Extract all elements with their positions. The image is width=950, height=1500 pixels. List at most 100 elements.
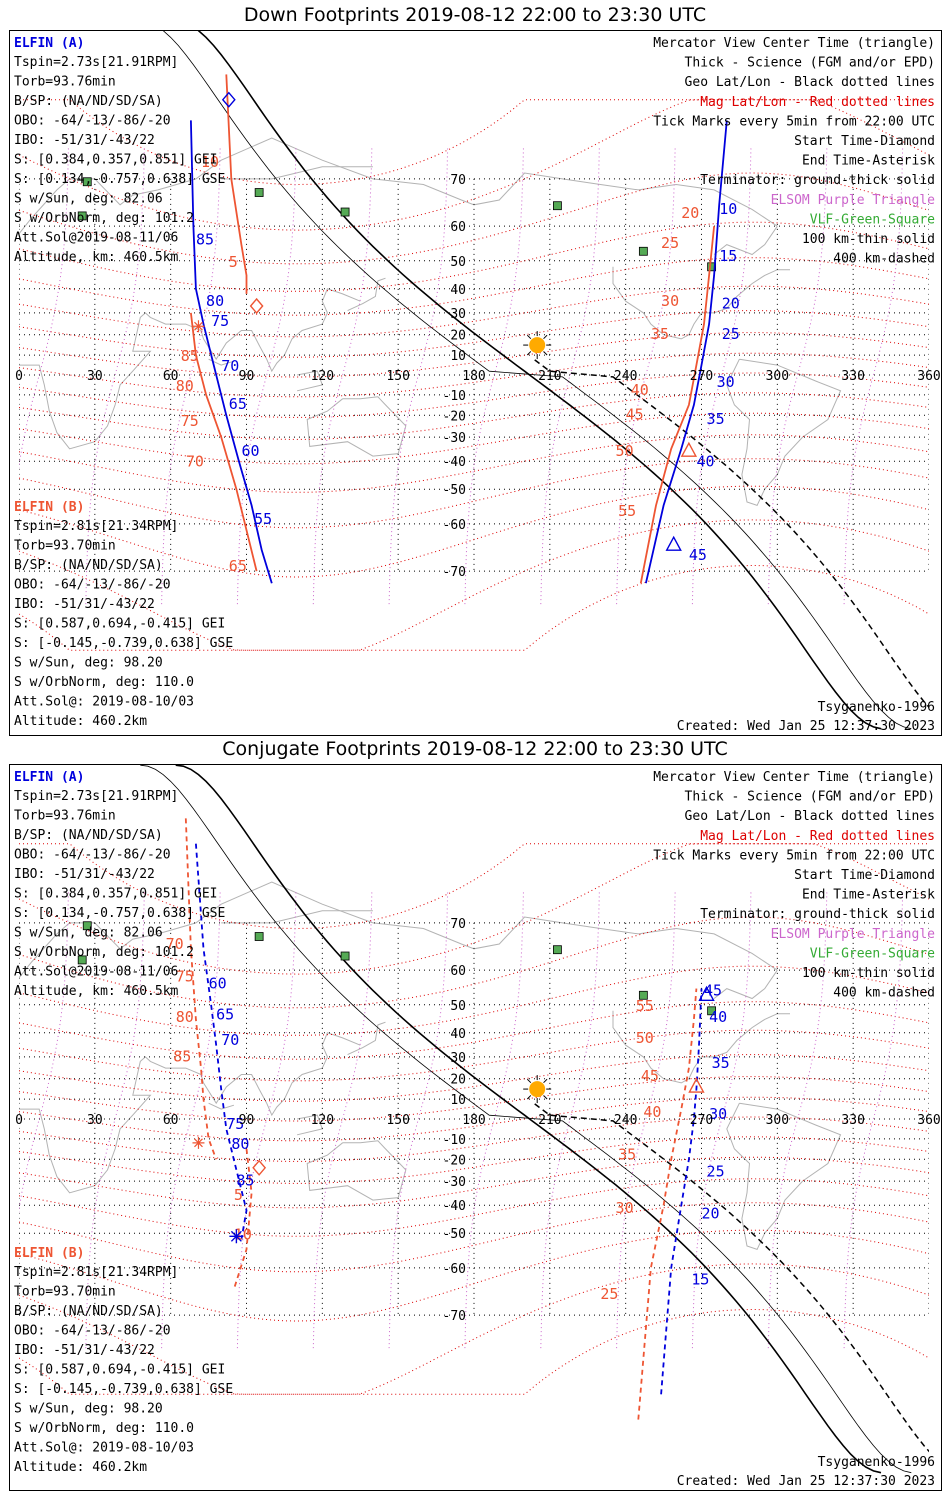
legend-entry: 400 km-dashed (833, 252, 935, 267)
vlf-station-marker (254, 932, 264, 941)
mag-latitude-line (19, 221, 929, 292)
elfin-a-tick-label: 35 (712, 1054, 730, 1072)
elfin-b-tick-label: 65 (229, 557, 247, 575)
latitude-label: -50 (443, 483, 466, 498)
legend-entry: End Time-Asterisk (802, 888, 935, 903)
latitude-label: -40 (443, 1199, 466, 1214)
legend-entry: ELSOM Purple Triangle (771, 193, 936, 208)
longitude-label: 180 (462, 369, 485, 384)
mag-longitude-line (464, 145, 524, 605)
mag-latitude-line (19, 1156, 929, 1209)
legend-entry: Mercator View Center Time (triangle) (653, 36, 935, 51)
legend-entry: Start Time-Diamond (794, 134, 935, 149)
elfin-a-track-east (660, 988, 703, 1395)
elfin-a-info-line: Tspin=2.73s[21.91RPM] (14, 789, 178, 804)
elfin-b-info-line: Torb=93.70min (14, 1285, 116, 1300)
elfin-a-info-line: OBO: -64/-13/-86/-20 (14, 114, 171, 129)
latitude-label: -70 (443, 565, 466, 580)
elfin-a-tick-label: 60 (209, 975, 227, 993)
mag-longitude-line (161, 145, 221, 605)
elfin-b-info-line: B/SP: (NA/ND/SD/SA) (14, 558, 163, 573)
elfin-b-info-line: S w/Sun, deg: 98.20 (14, 1402, 163, 1417)
mag-longitude-line (767, 145, 828, 605)
coastline (713, 225, 778, 256)
elfin-b-tick-label: 10 (201, 153, 219, 171)
mag-longitude-line (312, 889, 373, 1349)
end-asterisk-icon (192, 320, 205, 333)
elfin-a-track-east (645, 120, 728, 584)
elfin-b-tick-label: 25 (600, 1285, 618, 1303)
elfin-a-tick-label: 15 (691, 1271, 709, 1289)
legend-entry: Mag Lat/Lon - Red dotted lines (700, 95, 935, 110)
longitude-label: 90 (239, 1113, 255, 1128)
elfin-a-tick-label: 25 (707, 1163, 725, 1181)
mag-longitude-line (464, 889, 524, 1349)
mag-longitude-line (540, 889, 600, 1349)
latitude-label: 40 (450, 283, 466, 298)
sun-ray (526, 1078, 532, 1084)
sun-ray (543, 1078, 548, 1084)
created-timestamp: Created: Wed Jan 25 12:37:30 2023 (677, 1474, 935, 1489)
elfin-a-tick-label: 45 (689, 546, 707, 564)
elfin-b-tick-label: 55 (618, 502, 636, 520)
start-diamond-icon (221, 91, 236, 108)
elfin-a-info-line: B/SP: (NA/ND/SD/SA) (14, 94, 163, 109)
longitude-label: 0 (15, 1113, 23, 1128)
elfin-b-track-west (184, 818, 218, 1160)
elfin-b-track-east (639, 226, 715, 584)
elfin-b-tick-label: 40 (643, 1103, 661, 1121)
elfin-a-tick-label: 75 (211, 312, 229, 330)
longitude-label: 210 (538, 1113, 561, 1128)
longitude-label: 60 (163, 1113, 179, 1128)
vlf-station-marker (638, 990, 648, 1000)
coastline (612, 266, 790, 340)
coastline (306, 1140, 407, 1201)
map-area (19, 30, 929, 730)
latitude-label: -10 (443, 389, 466, 404)
latitude-label: 10 (450, 1093, 466, 1108)
legend-entry: Mercator View Center Time (triangle) (653, 770, 935, 785)
latitude-label: -40 (443, 455, 466, 470)
elfin-b-info-line: Tspin=2.81s[21.34RPM] (14, 519, 178, 534)
center-time-triangle-icon (680, 441, 698, 457)
latitude-label: -60 (443, 518, 466, 533)
vlf-station-marker (77, 211, 87, 221)
terminator-100km-line (161, 30, 912, 730)
elfin-b-info-line: IBO: -51/31/-43/22 (14, 1343, 155, 1358)
elfin-b-info-line: Altitude: 460.2km (14, 714, 147, 729)
latitude-label: 50 (450, 999, 466, 1014)
legend-entry: Mag Lat/Lon - Red dotted lines (700, 829, 935, 844)
longitude-label: 300 (766, 369, 789, 384)
vlf-station-marker (553, 945, 562, 955)
longitude-label: 30 (87, 1113, 103, 1128)
mag-longitude-line (767, 889, 828, 1349)
elfin-b-tick-label: 55 (636, 997, 654, 1015)
mag-latitude-line (19, 485, 929, 578)
legend-entry: 100 km-thin solid (802, 966, 935, 981)
elfin-b-info-line: S w/OrbNorm, deg: 110.0 (14, 1421, 194, 1436)
mag-longitude-line (616, 889, 676, 1349)
elfin-b-tick-label: 30 (616, 1199, 634, 1217)
elfin-b-info-line: Tspin=2.81s[21.34RPM] (14, 1265, 178, 1280)
longitude-label: 90 (239, 369, 255, 384)
vlf-station-marker (254, 188, 264, 197)
elfin-a-info-line: S: [0.384,0.357,0.851] GEI (14, 887, 218, 902)
sun-disk (529, 1081, 546, 1098)
longitude-label: 60 (163, 369, 179, 384)
longitude-label: 330 (841, 369, 864, 384)
coastline (347, 1021, 386, 1056)
longitude-label: 0 (15, 369, 23, 384)
latitude-label: -30 (443, 1175, 466, 1190)
vlf-station-marker (638, 246, 648, 256)
elfin-a-tick-label: 80 (231, 1135, 249, 1153)
elfin-b-info-line: S: [0.587,0.694,-0.415] GEI (14, 1363, 225, 1378)
legend-entry: ELSOM Purple Triangle (771, 927, 936, 942)
elfin-a-tick-label: 25 (722, 325, 740, 343)
coastline (208, 1102, 235, 1110)
coastline (296, 1114, 323, 1136)
elfin-a-tick-label: 30 (717, 373, 735, 391)
longitude-label: 120 (311, 369, 334, 384)
mag-latitude-line (19, 285, 929, 338)
end-asterisk-icon (229, 1229, 244, 1244)
conjugate-footprints-map: 6065707580854540353025201570758085510555… (9, 764, 942, 1491)
